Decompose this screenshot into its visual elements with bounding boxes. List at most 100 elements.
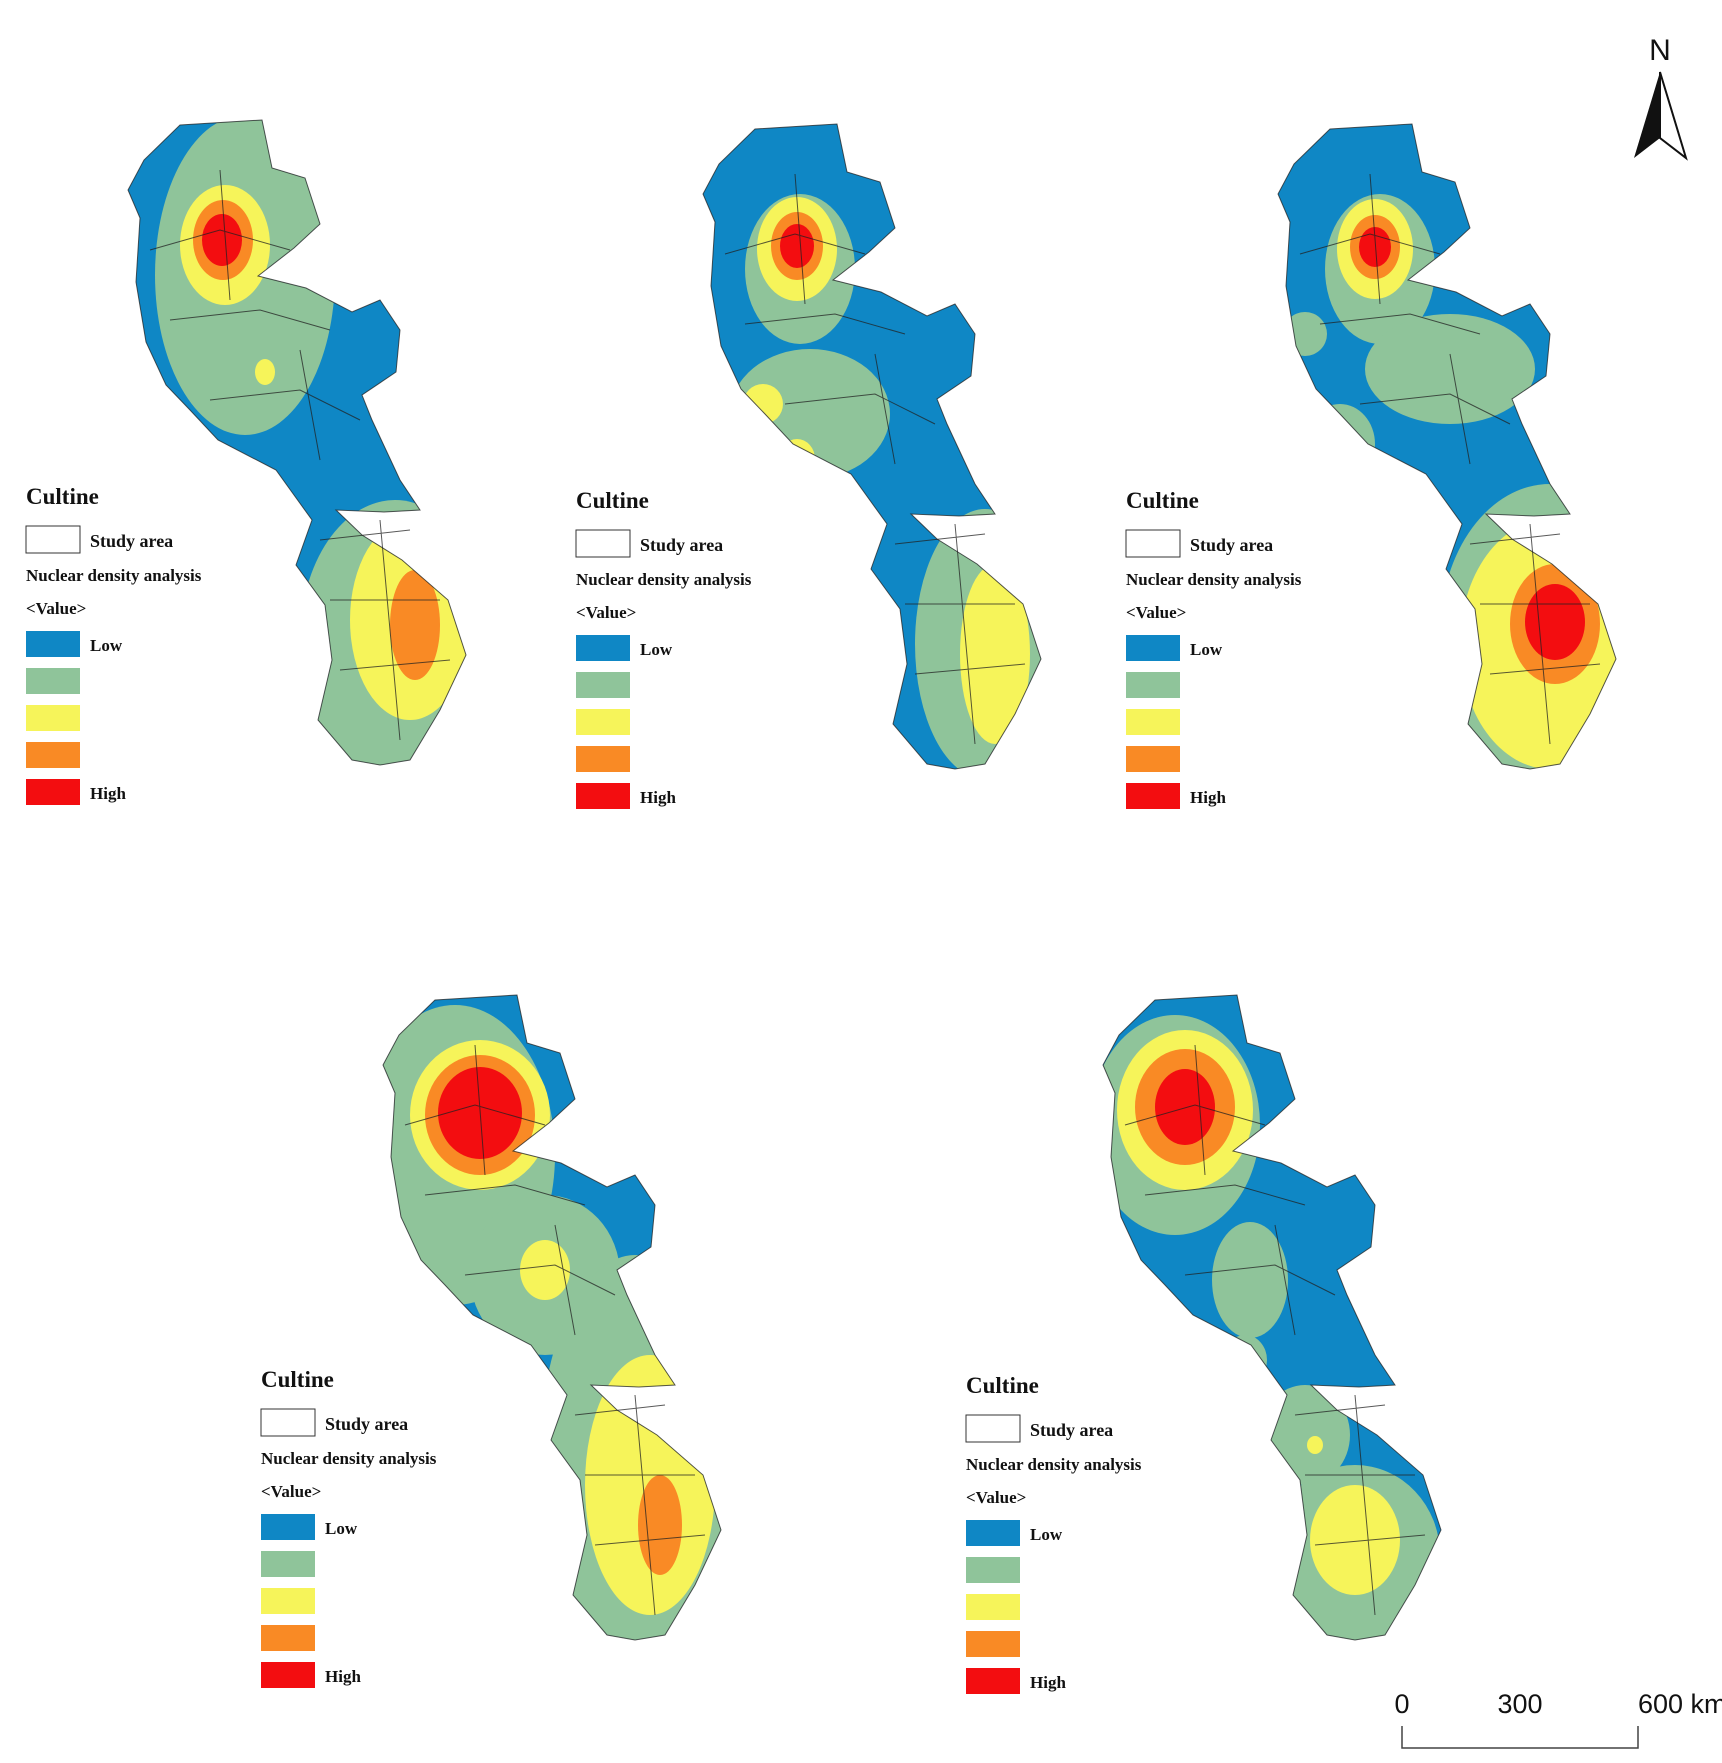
study-area-swatch — [260, 1408, 316, 1437]
analysis-label: Nuclear density analysis — [576, 570, 752, 589]
study-area-label: Study area — [325, 1414, 408, 1434]
density-low-zone — [703, 124, 1041, 769]
study-area-label: Study area — [1030, 1420, 1113, 1440]
density-zone — [1223, 1335, 1267, 1385]
legend-high-label: High — [325, 1667, 361, 1686]
legend-swatch-lowmid — [1126, 672, 1180, 698]
value-label: <Value> — [26, 599, 86, 618]
legend-low-label: Low — [1190, 640, 1223, 659]
legend-swatch-mid — [261, 1588, 315, 1614]
density-zone — [960, 564, 1030, 744]
district-boundaries — [1124, 1044, 1426, 1616]
value-label: <Value> — [261, 1482, 321, 1501]
study-area-swatch — [575, 529, 631, 558]
legend-swatch-low — [966, 1520, 1020, 1546]
district-boundaries — [404, 1044, 706, 1616]
map-panel-2: Cultine Study area Nuclear density analy… — [575, 123, 1042, 809]
north-arrow-left-icon — [1634, 72, 1660, 158]
study-area-label: Study area — [1190, 535, 1273, 555]
analysis-label: Nuclear density analysis — [261, 1449, 437, 1468]
legend-swatch-mid — [966, 1594, 1020, 1620]
legend-swatch-mid — [576, 709, 630, 735]
study-area-swatch — [25, 525, 81, 554]
legend-swatch-high — [261, 1662, 315, 1688]
map-panel-1: Cultine Study area Nuclear density analy… — [25, 119, 467, 805]
density-zone — [202, 214, 242, 266]
density-zone — [743, 384, 783, 424]
density-zone — [1307, 1436, 1323, 1454]
legend-swatch-high — [576, 783, 630, 809]
study-area-swatch — [965, 1414, 1021, 1443]
district-boundaries — [1299, 173, 1601, 745]
density-zone — [730, 349, 890, 479]
study-area-label: Study area — [90, 531, 173, 551]
density-zone — [390, 570, 440, 680]
value-label: <Value> — [1126, 603, 1186, 622]
north-arrow: N — [1634, 34, 1688, 161]
legend-swatch-midhigh — [576, 746, 630, 772]
density-zone — [255, 359, 275, 385]
legend-swatch-lowmid — [576, 672, 630, 698]
legend-swatch-low — [576, 635, 630, 661]
legend-low-label: Low — [1030, 1525, 1063, 1544]
value-label: <Value> — [576, 603, 636, 622]
density-zone — [1310, 432, 1350, 476]
legend: Cultine Study area Nuclear density analy… — [575, 488, 752, 809]
legend: Cultine Study area Nuclear density analy… — [25, 484, 202, 805]
legend-swatch-low — [1126, 635, 1180, 661]
legend: Cultine Study area Nuclear density analy… — [965, 1373, 1142, 1694]
legend-swatch-midhigh — [261, 1625, 315, 1651]
density-zone — [1155, 1069, 1215, 1145]
legend-title: Cultine — [1126, 488, 1199, 513]
study-area-outline — [1277, 123, 1617, 770]
legend-swatch-mid — [1126, 709, 1180, 735]
map-panel-5: Cultine Study area Nuclear density analy… — [965, 994, 1442, 1694]
study-area-swatch — [1125, 529, 1181, 558]
density-map — [703, 124, 1041, 769]
scale-bar: 0 300 600 km — [1394, 1689, 1722, 1749]
legend-swatch-low — [261, 1514, 315, 1540]
density-zone — [1305, 404, 1375, 484]
density-map — [383, 995, 721, 1640]
legend-title: Cultine — [966, 1373, 1039, 1398]
study-area-outline — [1102, 994, 1442, 1641]
density-map — [1103, 995, 1441, 1640]
legend-swatch-midhigh — [966, 1631, 1020, 1657]
legend-swatch-mid — [26, 705, 80, 731]
density-zone — [780, 224, 814, 268]
legend-title: Cultine — [576, 488, 649, 513]
legend-high-label: High — [1190, 788, 1226, 807]
density-zone — [638, 1475, 682, 1575]
density-zone — [1359, 227, 1391, 267]
legend-low-label: Low — [640, 640, 673, 659]
legend-high-label: High — [90, 784, 126, 803]
density-zone — [1310, 1485, 1400, 1595]
study-area-outline — [127, 119, 467, 766]
district-boundaries — [724, 173, 1026, 745]
map-panel-4: Cultine Study area Nuclear density analy… — [260, 994, 722, 1688]
study-area-outline — [382, 994, 722, 1641]
legend-swatch-high — [1126, 783, 1180, 809]
legend-swatch-midhigh — [1126, 746, 1180, 772]
legend-swatch-lowmid — [26, 668, 80, 694]
legend-swatch-high — [26, 779, 80, 805]
legend: Cultine Study area Nuclear density analy… — [1125, 488, 1302, 809]
legend-low-label: Low — [325, 1519, 358, 1538]
density-map — [128, 120, 466, 765]
value-label: <Value> — [966, 1488, 1026, 1507]
north-label: N — [1649, 34, 1671, 67]
north-arrow-right-icon — [1659, 71, 1688, 161]
legend-swatch-low — [26, 631, 80, 657]
analysis-label: Nuclear density analysis — [26, 566, 202, 585]
study-area-label: Study area — [640, 535, 723, 555]
density-low-zone — [1278, 124, 1616, 769]
density-zone — [1365, 314, 1535, 424]
legend-swatch-high — [966, 1668, 1020, 1694]
legend: Cultine Study area Nuclear density analy… — [260, 1367, 437, 1688]
density-zone — [779, 439, 815, 479]
district-boundaries — [149, 169, 451, 741]
density-zone — [1212, 1222, 1288, 1338]
legend-high-label: High — [640, 788, 676, 807]
scale-line — [1401, 1726, 1639, 1749]
analysis-label: Nuclear density analysis — [1126, 570, 1302, 589]
